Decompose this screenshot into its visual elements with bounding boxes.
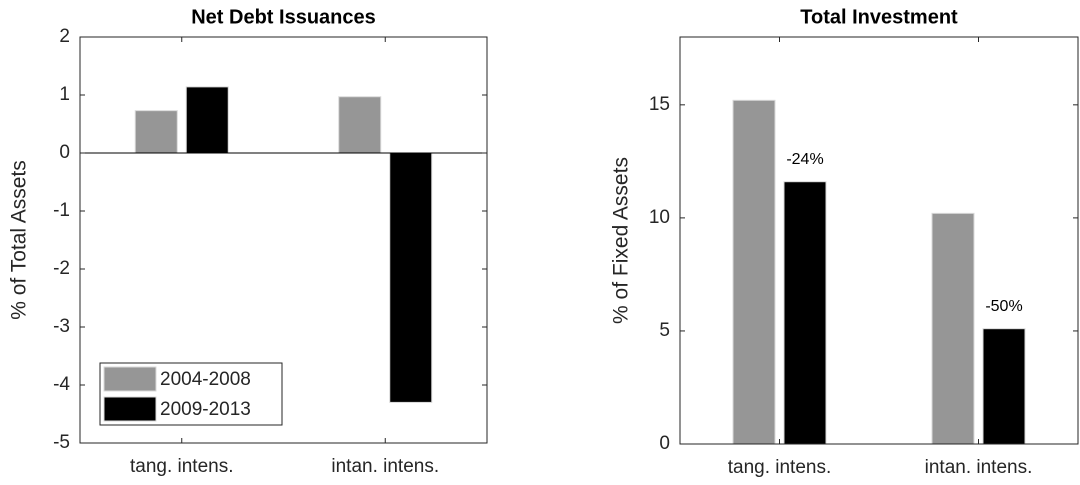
bar [783,181,827,445]
legend-swatch [103,366,157,392]
legend-label: 2009-2013 [160,399,251,420]
y-tick-label: 0 [659,433,670,454]
bar [185,86,229,154]
axes-box [79,36,488,444]
y-tick-label: 1 [59,84,70,105]
annotation: -24% [786,151,823,168]
y-tick-label: -1 [53,200,70,221]
chart-title: Net Debt Issuances [191,6,376,28]
y-tick-label: -3 [53,316,70,337]
y-tick-label: 5 [659,320,670,341]
axes-box [679,36,1079,445]
bar [732,99,776,445]
bar [389,152,433,403]
y-tick-label: 15 [649,94,670,115]
x-tick-label: tang. intens. [728,457,832,478]
x-tick-label: intan. intens. [331,456,439,477]
y-axis-label: % of Total Assets [8,160,31,320]
annotation: -50% [985,298,1022,315]
y-tick-label: -2 [53,258,70,279]
legend-swatch [103,396,157,422]
legend-label: 2004-2008 [160,369,251,390]
legend: 2004-2008 2009-2013 [99,362,283,426]
y-tick-label: 2 [59,26,70,47]
y-tick-label: 0 [59,142,70,163]
bar [931,212,975,445]
bar [982,328,1026,445]
x-tick-label: intan. intens. [925,457,1033,478]
y-tick-label: -4 [53,374,70,395]
bar [338,96,382,154]
y-tick-label: 10 [649,207,670,228]
y-tick-label: -5 [53,432,70,453]
chart-title: Total Investment [800,6,958,28]
bar [134,110,178,154]
x-tick-label: tang. intens. [130,456,234,477]
y-axis-label: % of Fixed Assets [610,157,633,324]
